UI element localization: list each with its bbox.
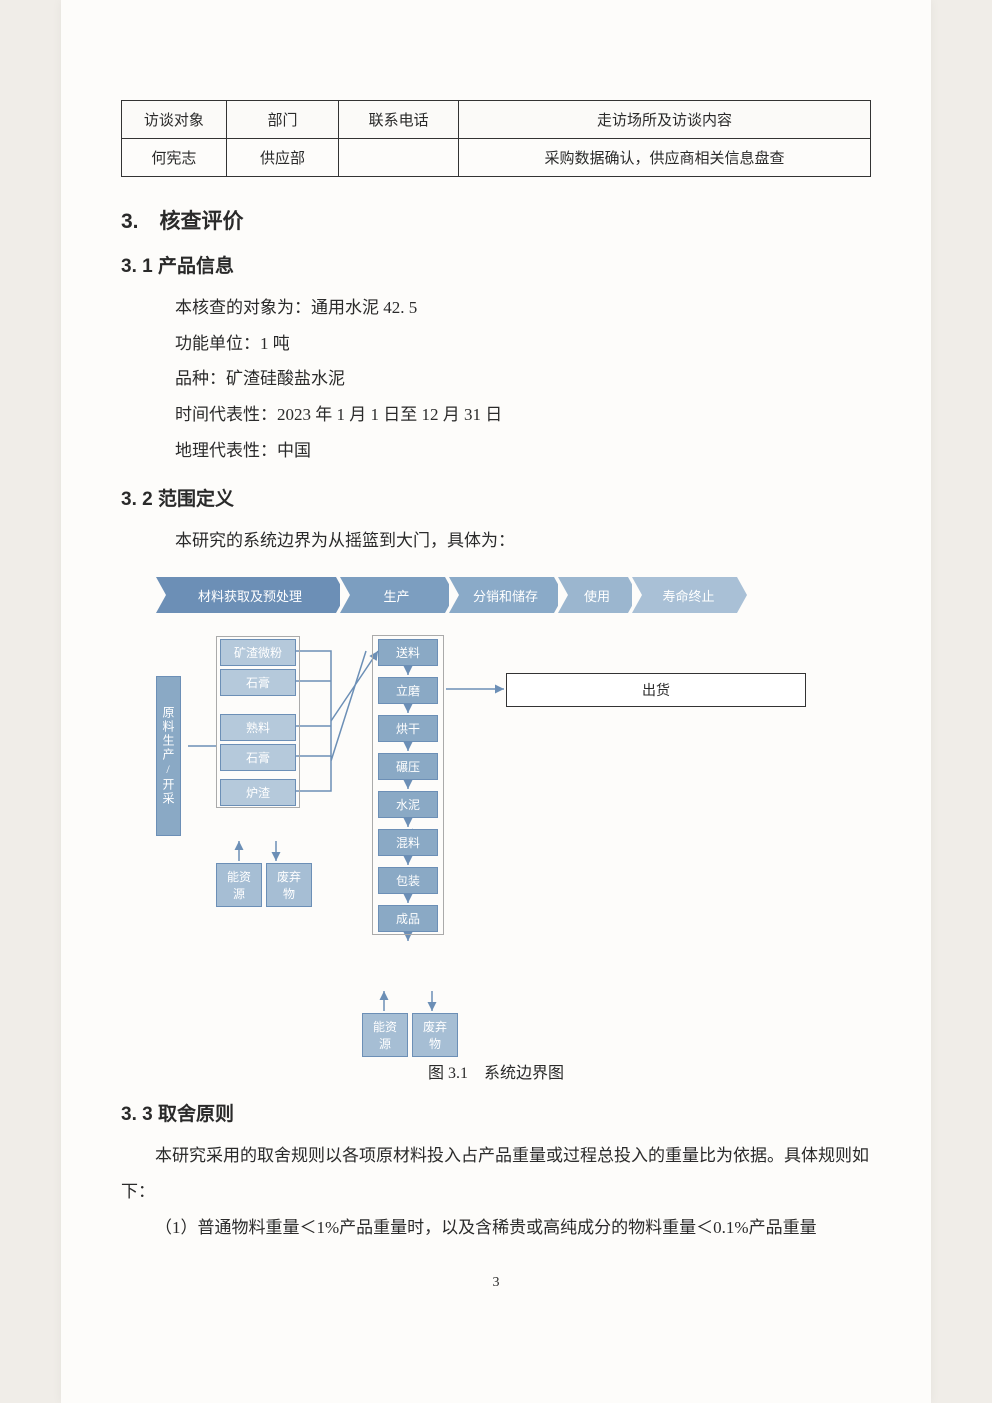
cutoff-p2: （1）普通物料重量＜1%产品重量时，以及含稀贵或高纯成分的物料重量＜0.1%产品… xyxy=(121,1210,871,1246)
heading-3: 3. 核查评价 xyxy=(121,205,871,235)
input-box: 熟料 xyxy=(220,714,296,741)
phase-chevron: 生产 xyxy=(340,577,445,613)
phase-chevron: 寿命终止 xyxy=(632,577,737,613)
phase-label: 材料获取及预处理 xyxy=(198,586,302,605)
system-boundary-diagram: 材料获取及预处理 生产 分销和储存 使用 寿命终止 xyxy=(156,577,836,1051)
process-node: 包装 xyxy=(378,867,438,894)
output-box: 出货 xyxy=(506,673,806,707)
raw-material-label: 原料生产/开采 xyxy=(156,676,181,836)
footer-box: 能资源 xyxy=(362,1013,408,1057)
process-node: 碾压 xyxy=(378,753,438,780)
input-box: 石膏 xyxy=(220,669,296,696)
interview-table: 访谈对象 部门 联系电话 走访场所及访谈内容 何宪志 供应部 采购数据确认，供应… xyxy=(121,100,871,177)
scope-intro: 本研究的系统边界为从摇篮到大门，具体为： xyxy=(141,523,871,559)
input-box: 矿渣微粉 xyxy=(220,639,296,666)
phase-label: 分销和储存 xyxy=(473,586,538,605)
heading-3-1: 3. 1 产品信息 xyxy=(121,251,871,278)
process-node: 立磨 xyxy=(378,677,438,704)
page: 访谈对象 部门 联系电话 走访场所及访谈内容 何宪志 供应部 采购数据确认，供应… xyxy=(61,0,931,1403)
col-content: 走访场所及访谈内容 xyxy=(459,101,871,139)
product-line: 时间代表性：2023 年 1 月 1 日至 12 月 31 日 xyxy=(141,397,871,433)
product-line: 功能单位：1 吨 xyxy=(141,326,871,362)
input-box: 石膏 xyxy=(220,744,296,771)
figure-caption: 图 3.1 系统边界图 xyxy=(121,1059,871,1083)
flow-area: 原料生产/开采 矿渣微粉 石膏 熟料 石膏 炉渣 能资源 废弃物 送料 立磨 烘… xyxy=(156,631,836,1051)
col-dept: 部门 xyxy=(226,101,338,139)
col-phone: 联系电话 xyxy=(339,101,459,139)
product-line: 本核查的对象为：通用水泥 42. 5 xyxy=(141,290,871,326)
cutoff-p1: 本研究采用的取舍规则以各项原材料投入占产品重量或过程总投入的重量比为依据。具体规… xyxy=(121,1138,871,1209)
phase-label: 使用 xyxy=(584,586,610,605)
phase-chevron: 分销和储存 xyxy=(449,577,554,613)
process-node: 烘干 xyxy=(378,715,438,742)
table-row: 何宪志 供应部 采购数据确认，供应商相关信息盘查 xyxy=(122,139,871,177)
heading-3-3: 3. 3 取舍原则 xyxy=(121,1099,871,1126)
cell-phone xyxy=(339,139,459,177)
footer-box: 废弃物 xyxy=(412,1013,458,1057)
process-node: 成品 xyxy=(378,905,438,932)
phase-label: 寿命终止 xyxy=(662,586,714,605)
phase-label: 生产 xyxy=(383,586,409,605)
input-box: 炉渣 xyxy=(220,779,296,806)
phase-chevron: 材料获取及预处理 xyxy=(156,577,336,613)
heading-3-2: 3. 2 范围定义 xyxy=(121,484,871,511)
phase-chevron: 使用 xyxy=(558,577,628,613)
process-node: 水泥 xyxy=(378,791,438,818)
product-line: 地理代表性：中国 xyxy=(141,433,871,469)
table-header-row: 访谈对象 部门 联系电话 走访场所及访谈内容 xyxy=(122,101,871,139)
footer-box: 能资源 xyxy=(216,863,262,907)
footer-box: 废弃物 xyxy=(266,863,312,907)
phase-row: 材料获取及预处理 生产 分销和储存 使用 寿命终止 xyxy=(156,577,836,613)
page-number: 3 xyxy=(121,1275,871,1291)
product-line: 品种：矿渣硅酸盐水泥 xyxy=(141,361,871,397)
cell-content: 采购数据确认，供应商相关信息盘查 xyxy=(459,139,871,177)
col-subject: 访谈对象 xyxy=(122,101,227,139)
process-node: 送料 xyxy=(378,639,438,666)
cell-subject: 何宪志 xyxy=(122,139,227,177)
cell-dept: 供应部 xyxy=(226,139,338,177)
process-node: 混料 xyxy=(378,829,438,856)
